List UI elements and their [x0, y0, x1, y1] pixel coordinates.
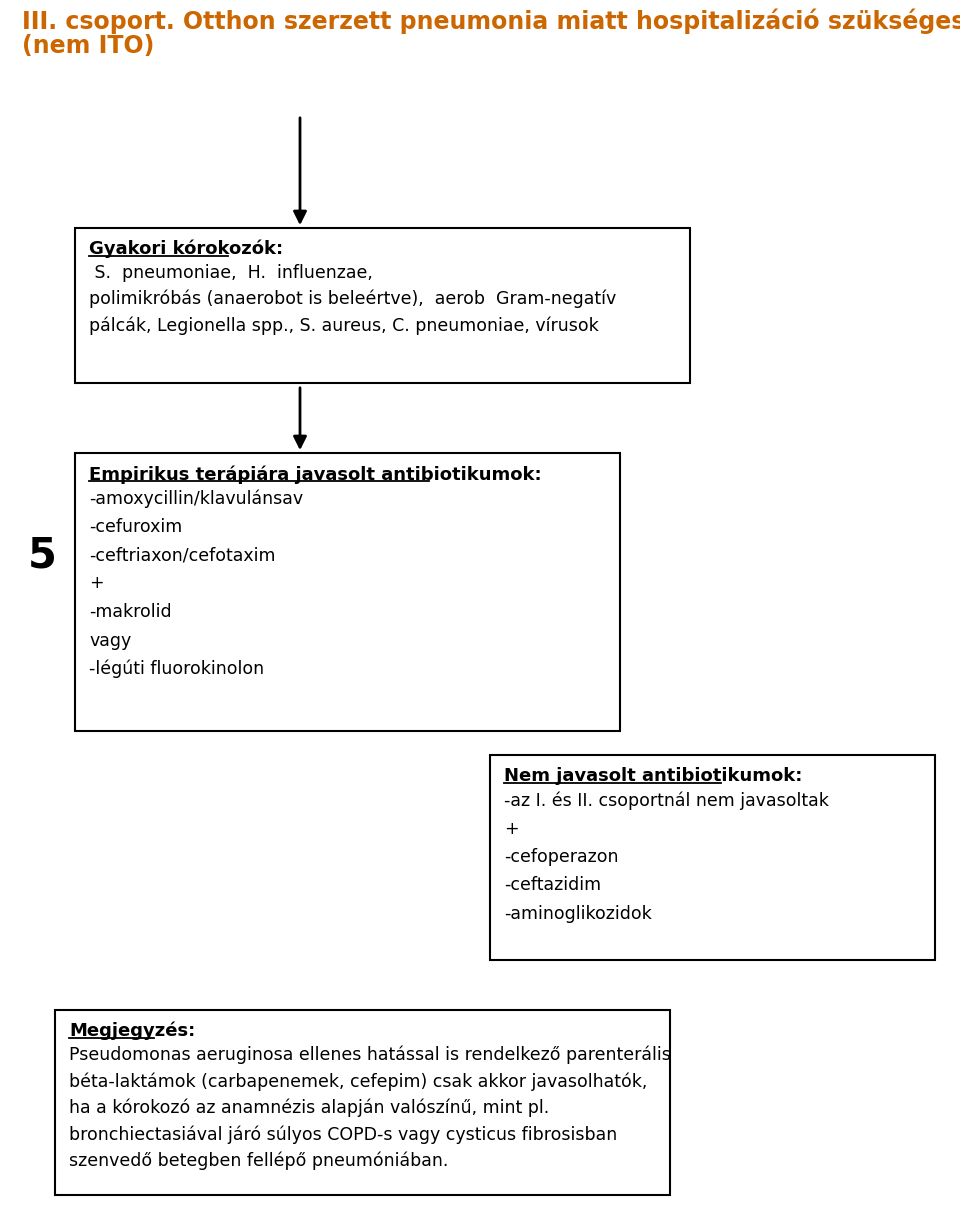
Text: Megjegyzés:: Megjegyzés: — [69, 1022, 195, 1041]
Text: III. csoport. Otthon szerzett pneumonia miatt hospitalizáció szükséges: III. csoport. Otthon szerzett pneumonia … — [22, 9, 960, 34]
Text: +: + — [89, 574, 104, 593]
Text: -cefuroxim: -cefuroxim — [89, 517, 182, 535]
Text: S.  pneumoniae,  H.  influenzae,
polimikróbás (anaerobot is beleértve),  aerob  : S. pneumoniae, H. influenzae, polimikrób… — [89, 264, 616, 335]
Text: -cefoperazon: -cefoperazon — [504, 848, 618, 867]
Bar — [55, 1010, 670, 1195]
Text: vagy: vagy — [89, 632, 132, 650]
Text: -makrolid: -makrolid — [89, 602, 172, 621]
Text: 5: 5 — [28, 534, 57, 576]
Text: Empirikus terápiára javasolt antibiotikumok:: Empirikus terápiára javasolt antibiotiku… — [89, 465, 541, 483]
Text: -amoxycillin/klavulánsav: -amoxycillin/klavulánsav — [89, 489, 303, 507]
Text: Nem javasolt antibiotikumok:: Nem javasolt antibiotikumok: — [504, 767, 803, 785]
Text: Gyakori kórokozók:: Gyakori kórokozók: — [89, 240, 283, 258]
Text: -ceftazidim: -ceftazidim — [504, 876, 601, 894]
Text: Pseudomonas aeruginosa ellenes hatással is rendelkező parenterális
béta-laktámok: Pseudomonas aeruginosa ellenes hatással … — [69, 1045, 671, 1171]
Text: -aminoglikozidok: -aminoglikozidok — [504, 905, 652, 922]
Text: (nem ITO): (nem ITO) — [22, 34, 155, 58]
Bar — [75, 228, 690, 383]
Text: -légúti fluorokinolon: -légúti fluorokinolon — [89, 660, 264, 679]
Text: -az I. és II. csoportnál nem javasoltak: -az I. és II. csoportnál nem javasoltak — [504, 791, 828, 809]
Bar — [75, 453, 620, 731]
Text: -ceftriaxon/cefotaxim: -ceftriaxon/cefotaxim — [89, 546, 276, 563]
Bar — [490, 755, 935, 960]
Text: +: + — [504, 819, 518, 837]
